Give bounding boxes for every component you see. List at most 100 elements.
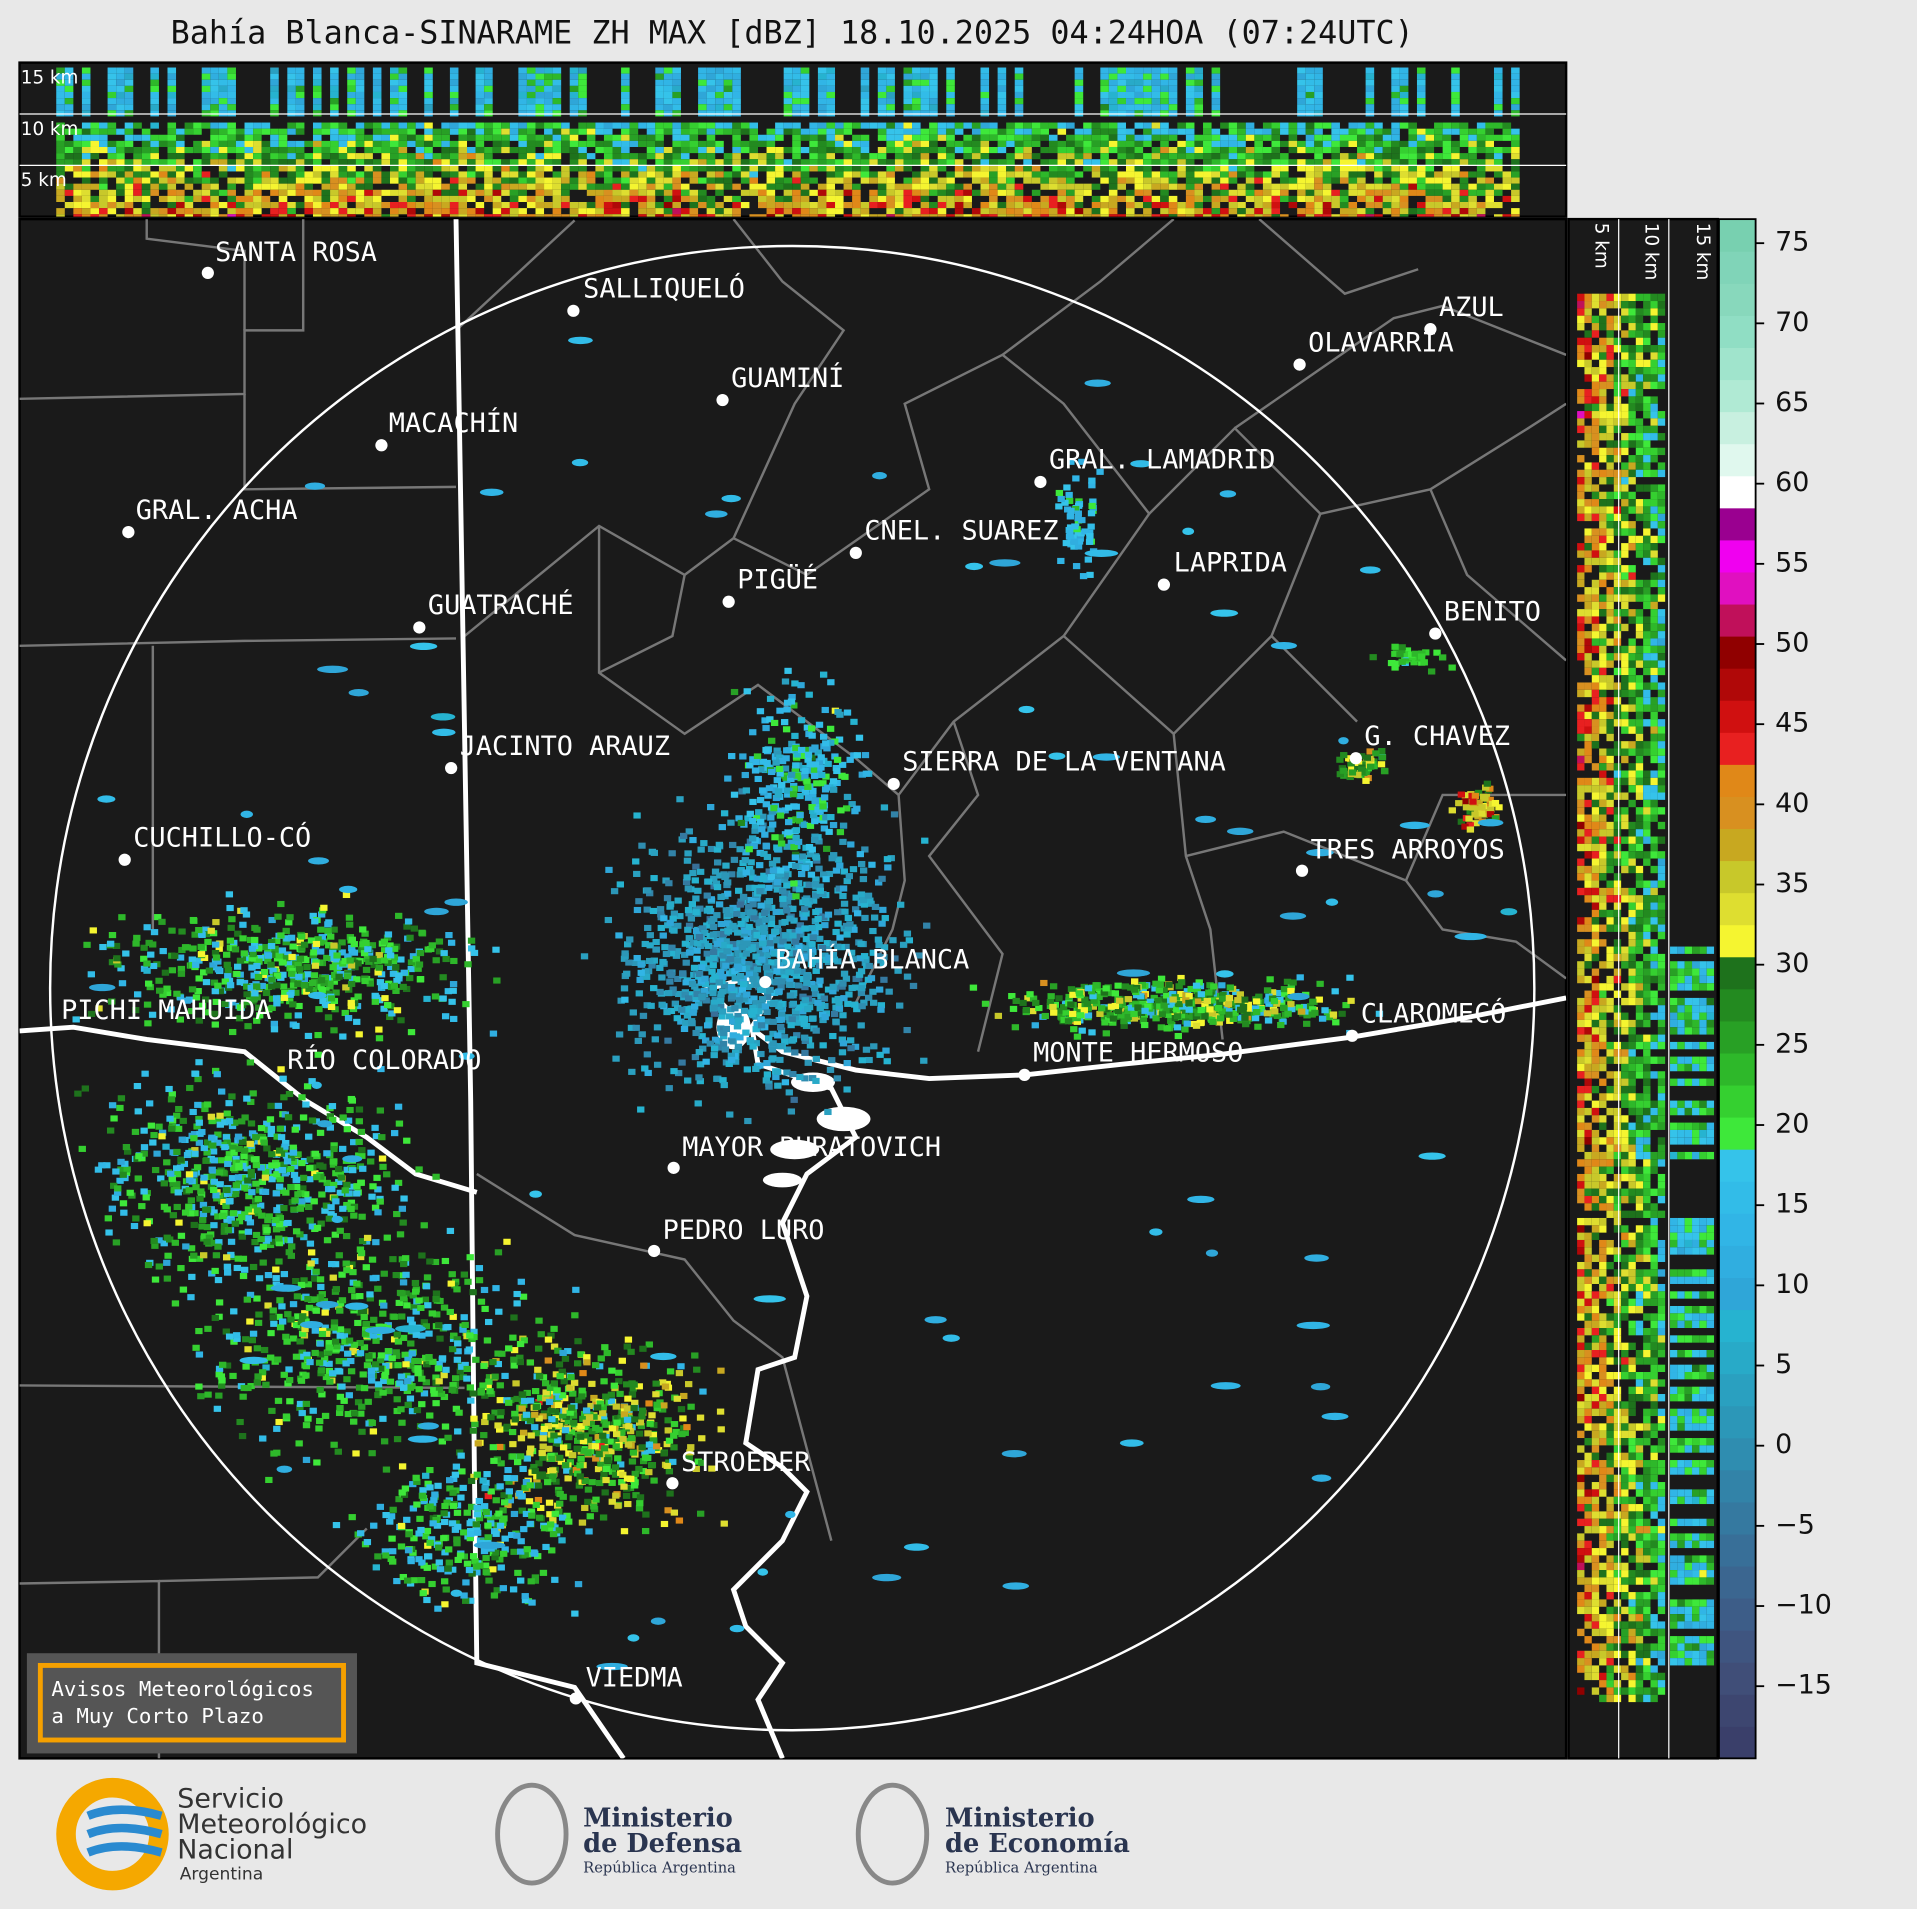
- echo: [766, 208, 776, 215]
- echo: [698, 159, 707, 166]
- echo: [475, 104, 485, 111]
- echo: [1211, 195, 1221, 203]
- echo: [1211, 85, 1221, 92]
- echo: [99, 122, 108, 129]
- echo: [615, 1378, 623, 1385]
- echo: [655, 183, 664, 190]
- echo: [124, 85, 134, 92]
- echo: [715, 104, 724, 111]
- echo: [1108, 85, 1118, 92]
- echo: [1416, 177, 1426, 184]
- echo: [278, 165, 288, 172]
- echo: [526, 91, 536, 99]
- echo: [1048, 202, 1058, 209]
- echo: [267, 1102, 275, 1109]
- echo: [1160, 122, 1169, 129]
- echo: [415, 183, 425, 190]
- echo: [1014, 202, 1024, 209]
- echo: [1125, 177, 1135, 184]
- echo: [87, 1010, 96, 1017]
- echo: [330, 1441, 338, 1448]
- echo: [204, 938, 212, 945]
- echo: [336, 1171, 345, 1178]
- echo: [177, 965, 186, 972]
- echo: [591, 1362, 600, 1369]
- echo: [1408, 183, 1417, 190]
- echo: [663, 159, 673, 166]
- echo: [415, 1166, 423, 1173]
- echo: [817, 189, 827, 196]
- echo: [390, 140, 399, 147]
- echo: [603, 153, 613, 160]
- echo: [548, 1455, 556, 1462]
- echo: [99, 208, 108, 215]
- echo: [407, 1029, 416, 1036]
- echo: [903, 189, 913, 196]
- echo: [1031, 171, 1041, 178]
- echo: [247, 1172, 256, 1179]
- echo: [1425, 159, 1435, 166]
- echo: [1203, 134, 1212, 141]
- echo: [207, 1113, 216, 1120]
- echo: [937, 208, 947, 215]
- echo: [516, 1453, 525, 1460]
- echo: [601, 1489, 609, 1496]
- echo: [116, 104, 125, 111]
- echo: [226, 937, 235, 944]
- echo: [90, 202, 100, 209]
- echo: [249, 1090, 257, 1097]
- echo: [586, 122, 596, 129]
- echo: [625, 1423, 633, 1430]
- echo: [1314, 140, 1323, 147]
- echo: [800, 73, 810, 80]
- echo: [561, 171, 570, 178]
- echo: [623, 1405, 632, 1412]
- echo: [1211, 177, 1221, 184]
- echo: [353, 1183, 361, 1190]
- echo: [1485, 195, 1494, 203]
- echo: [365, 958, 373, 965]
- echo: [535, 195, 545, 203]
- echo: [306, 1156, 314, 1163]
- echo: [1143, 189, 1152, 196]
- echo: [214, 1213, 222, 1220]
- echo: [1442, 159, 1452, 166]
- echo: [1014, 128, 1024, 135]
- echo: [912, 140, 921, 147]
- echo: [119, 1200, 128, 1207]
- echo: [449, 67, 459, 74]
- echo: [946, 67, 955, 74]
- echo: [1108, 98, 1118, 105]
- echo: [167, 140, 177, 147]
- echo: [330, 165, 339, 172]
- echo: [569, 128, 579, 135]
- echo: [330, 85, 339, 92]
- echo: [535, 67, 545, 74]
- echo: [398, 189, 408, 196]
- echo: [628, 1458, 637, 1465]
- echo: [783, 128, 793, 135]
- echo: [287, 165, 296, 172]
- echo: [193, 128, 202, 135]
- echo: [1374, 195, 1383, 203]
- echo: [1117, 79, 1126, 86]
- echo: [1425, 140, 1435, 147]
- echo: [1408, 122, 1417, 129]
- echo: [224, 972, 232, 979]
- echo: [1091, 128, 1101, 135]
- echo: [613, 1419, 621, 1426]
- echo: [282, 1189, 290, 1196]
- echo: [1066, 189, 1075, 196]
- echo: [551, 1421, 559, 1428]
- echo: [201, 79, 211, 86]
- echo: [1074, 85, 1084, 92]
- echo: [280, 1094, 288, 1101]
- echo: [1485, 189, 1494, 196]
- echo: [627, 1348, 635, 1355]
- echo: [655, 122, 664, 129]
- echo: [946, 153, 955, 160]
- echo: [946, 202, 955, 209]
- echo: [227, 1217, 235, 1224]
- echo: [258, 1212, 266, 1219]
- echo: [860, 165, 870, 172]
